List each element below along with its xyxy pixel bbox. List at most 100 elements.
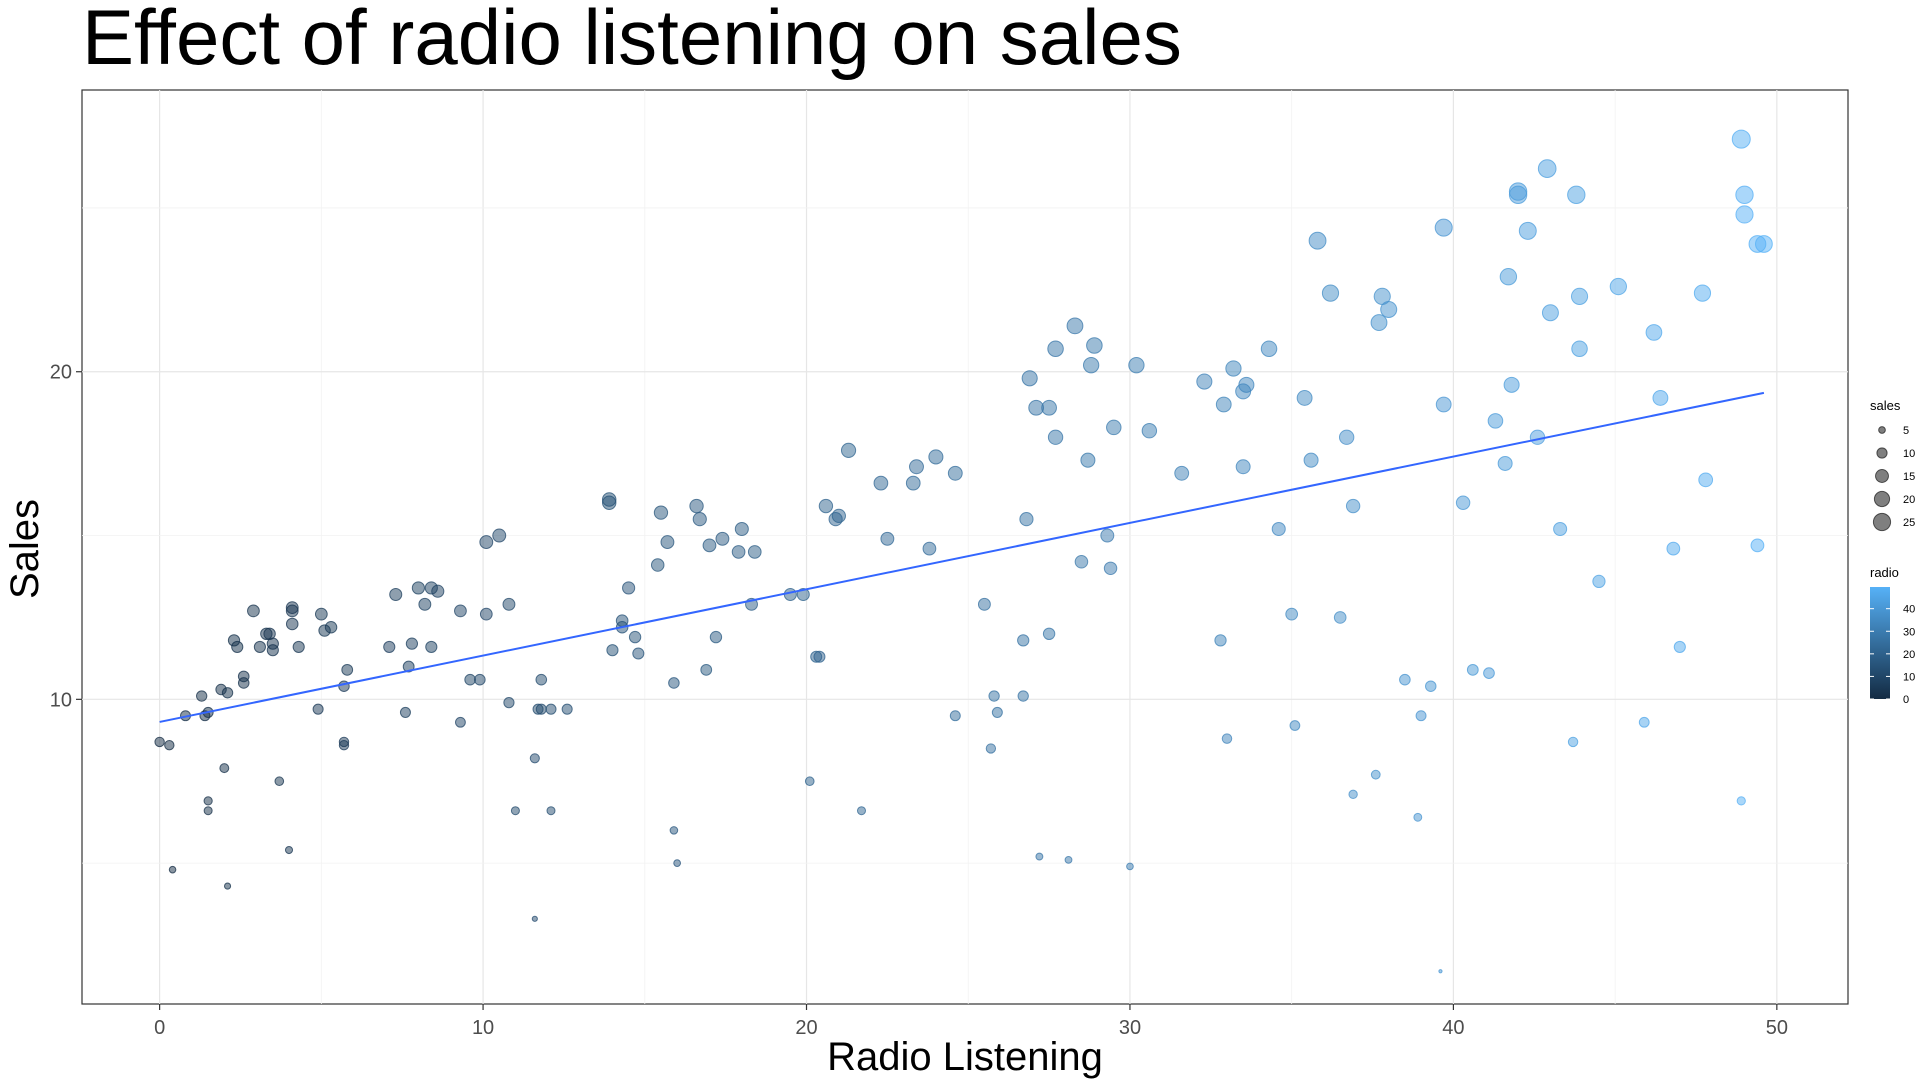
data-point	[1736, 796, 1746, 806]
data-point	[479, 607, 493, 621]
y-tick-label: 20	[50, 362, 72, 384]
data-point	[1017, 634, 1030, 647]
data-point	[223, 882, 232, 890]
data-point	[1017, 690, 1029, 702]
data-point	[1380, 300, 1398, 318]
data-point	[411, 581, 425, 595]
data-point	[1064, 855, 1073, 864]
data-point	[561, 703, 573, 715]
data-point	[1652, 390, 1669, 406]
data-point	[1238, 376, 1255, 393]
data-point	[418, 597, 432, 611]
data-point	[1750, 538, 1765, 553]
data-point	[1567, 736, 1579, 748]
data-point	[1047, 429, 1064, 445]
data-point	[880, 531, 895, 546]
data-point	[669, 826, 679, 835]
trend-line-group	[159, 391, 1765, 723]
data-point	[285, 601, 299, 615]
data-point	[909, 459, 924, 475]
data-point	[606, 644, 619, 657]
x-tick-label: 20	[795, 1017, 817, 1039]
data-point	[1035, 852, 1044, 861]
data-point	[1499, 268, 1518, 286]
data-point	[247, 604, 260, 618]
data-point	[1215, 396, 1232, 413]
data-point	[1235, 459, 1251, 475]
data-point	[1348, 789, 1358, 800]
data-point	[1435, 396, 1452, 413]
data-point	[1047, 340, 1064, 358]
x-tick-label: 0	[154, 1017, 165, 1039]
data-point	[1042, 627, 1056, 641]
data-point	[601, 495, 617, 510]
data-point	[1086, 337, 1103, 354]
data-point	[231, 640, 244, 654]
data-point	[632, 647, 645, 660]
data-point	[1128, 357, 1145, 374]
data-point	[1638, 716, 1650, 728]
data-point	[1399, 673, 1411, 686]
data-point	[338, 740, 350, 751]
x-tick-label: 50	[1766, 1017, 1788, 1039]
data-point	[668, 677, 680, 689]
data-point	[1308, 231, 1327, 250]
data-point	[988, 690, 1000, 702]
x-axis-ticks: 0 10 20 30 40 50	[154, 1004, 1788, 1039]
data-point	[1333, 611, 1347, 624]
data-point	[731, 545, 746, 559]
data-point	[1106, 419, 1122, 436]
data-point	[1537, 159, 1557, 178]
size-legend: 5 10 15 20 25	[1872, 425, 1915, 532]
data-point	[1553, 521, 1568, 537]
data-point	[221, 687, 234, 699]
data-point	[425, 640, 438, 654]
size-legend-key	[1878, 426, 1886, 434]
data-point	[1082, 357, 1100, 374]
data-point	[1260, 340, 1278, 358]
data-points	[154, 129, 1773, 974]
data-point	[1698, 472, 1714, 488]
data-point	[292, 640, 305, 654]
data-point	[1041, 399, 1057, 416]
grid-lines	[82, 90, 1848, 1004]
data-point	[1415, 710, 1427, 722]
data-point	[389, 587, 403, 602]
data-point	[314, 607, 328, 621]
size-legend-label: 25	[1903, 517, 1915, 529]
data-point	[1338, 429, 1355, 445]
data-point	[1126, 862, 1134, 871]
data-point	[1066, 317, 1084, 335]
data-point	[1141, 422, 1158, 439]
data-point	[1021, 370, 1038, 387]
data-point	[689, 498, 704, 514]
data-point	[692, 512, 707, 527]
data-point	[1303, 452, 1319, 468]
color-legend-label: 10	[1903, 671, 1915, 683]
data-point	[502, 597, 516, 611]
data-point	[1571, 340, 1588, 358]
color-legend-label: 20	[1903, 649, 1915, 661]
data-point	[284, 845, 294, 855]
data-point	[783, 587, 797, 602]
data-point	[1570, 287, 1589, 305]
data-point	[928, 449, 944, 465]
data-point	[237, 670, 250, 683]
data-point	[1592, 574, 1606, 589]
data-point	[1487, 413, 1504, 429]
data-point	[405, 637, 419, 650]
x-tick-label: 30	[1119, 1017, 1141, 1039]
data-point	[203, 806, 213, 816]
color-legend-title: radio	[1870, 565, 1899, 580]
data-point	[1735, 185, 1754, 205]
data-point	[818, 498, 834, 514]
data-point	[653, 505, 669, 520]
data-point	[1271, 521, 1286, 537]
data-point	[546, 806, 556, 816]
size-legend-key	[1875, 469, 1889, 483]
data-point	[949, 710, 961, 722]
y-axis-label: Sales	[3, 499, 47, 599]
data-point	[503, 697, 515, 709]
data-point	[715, 531, 730, 546]
